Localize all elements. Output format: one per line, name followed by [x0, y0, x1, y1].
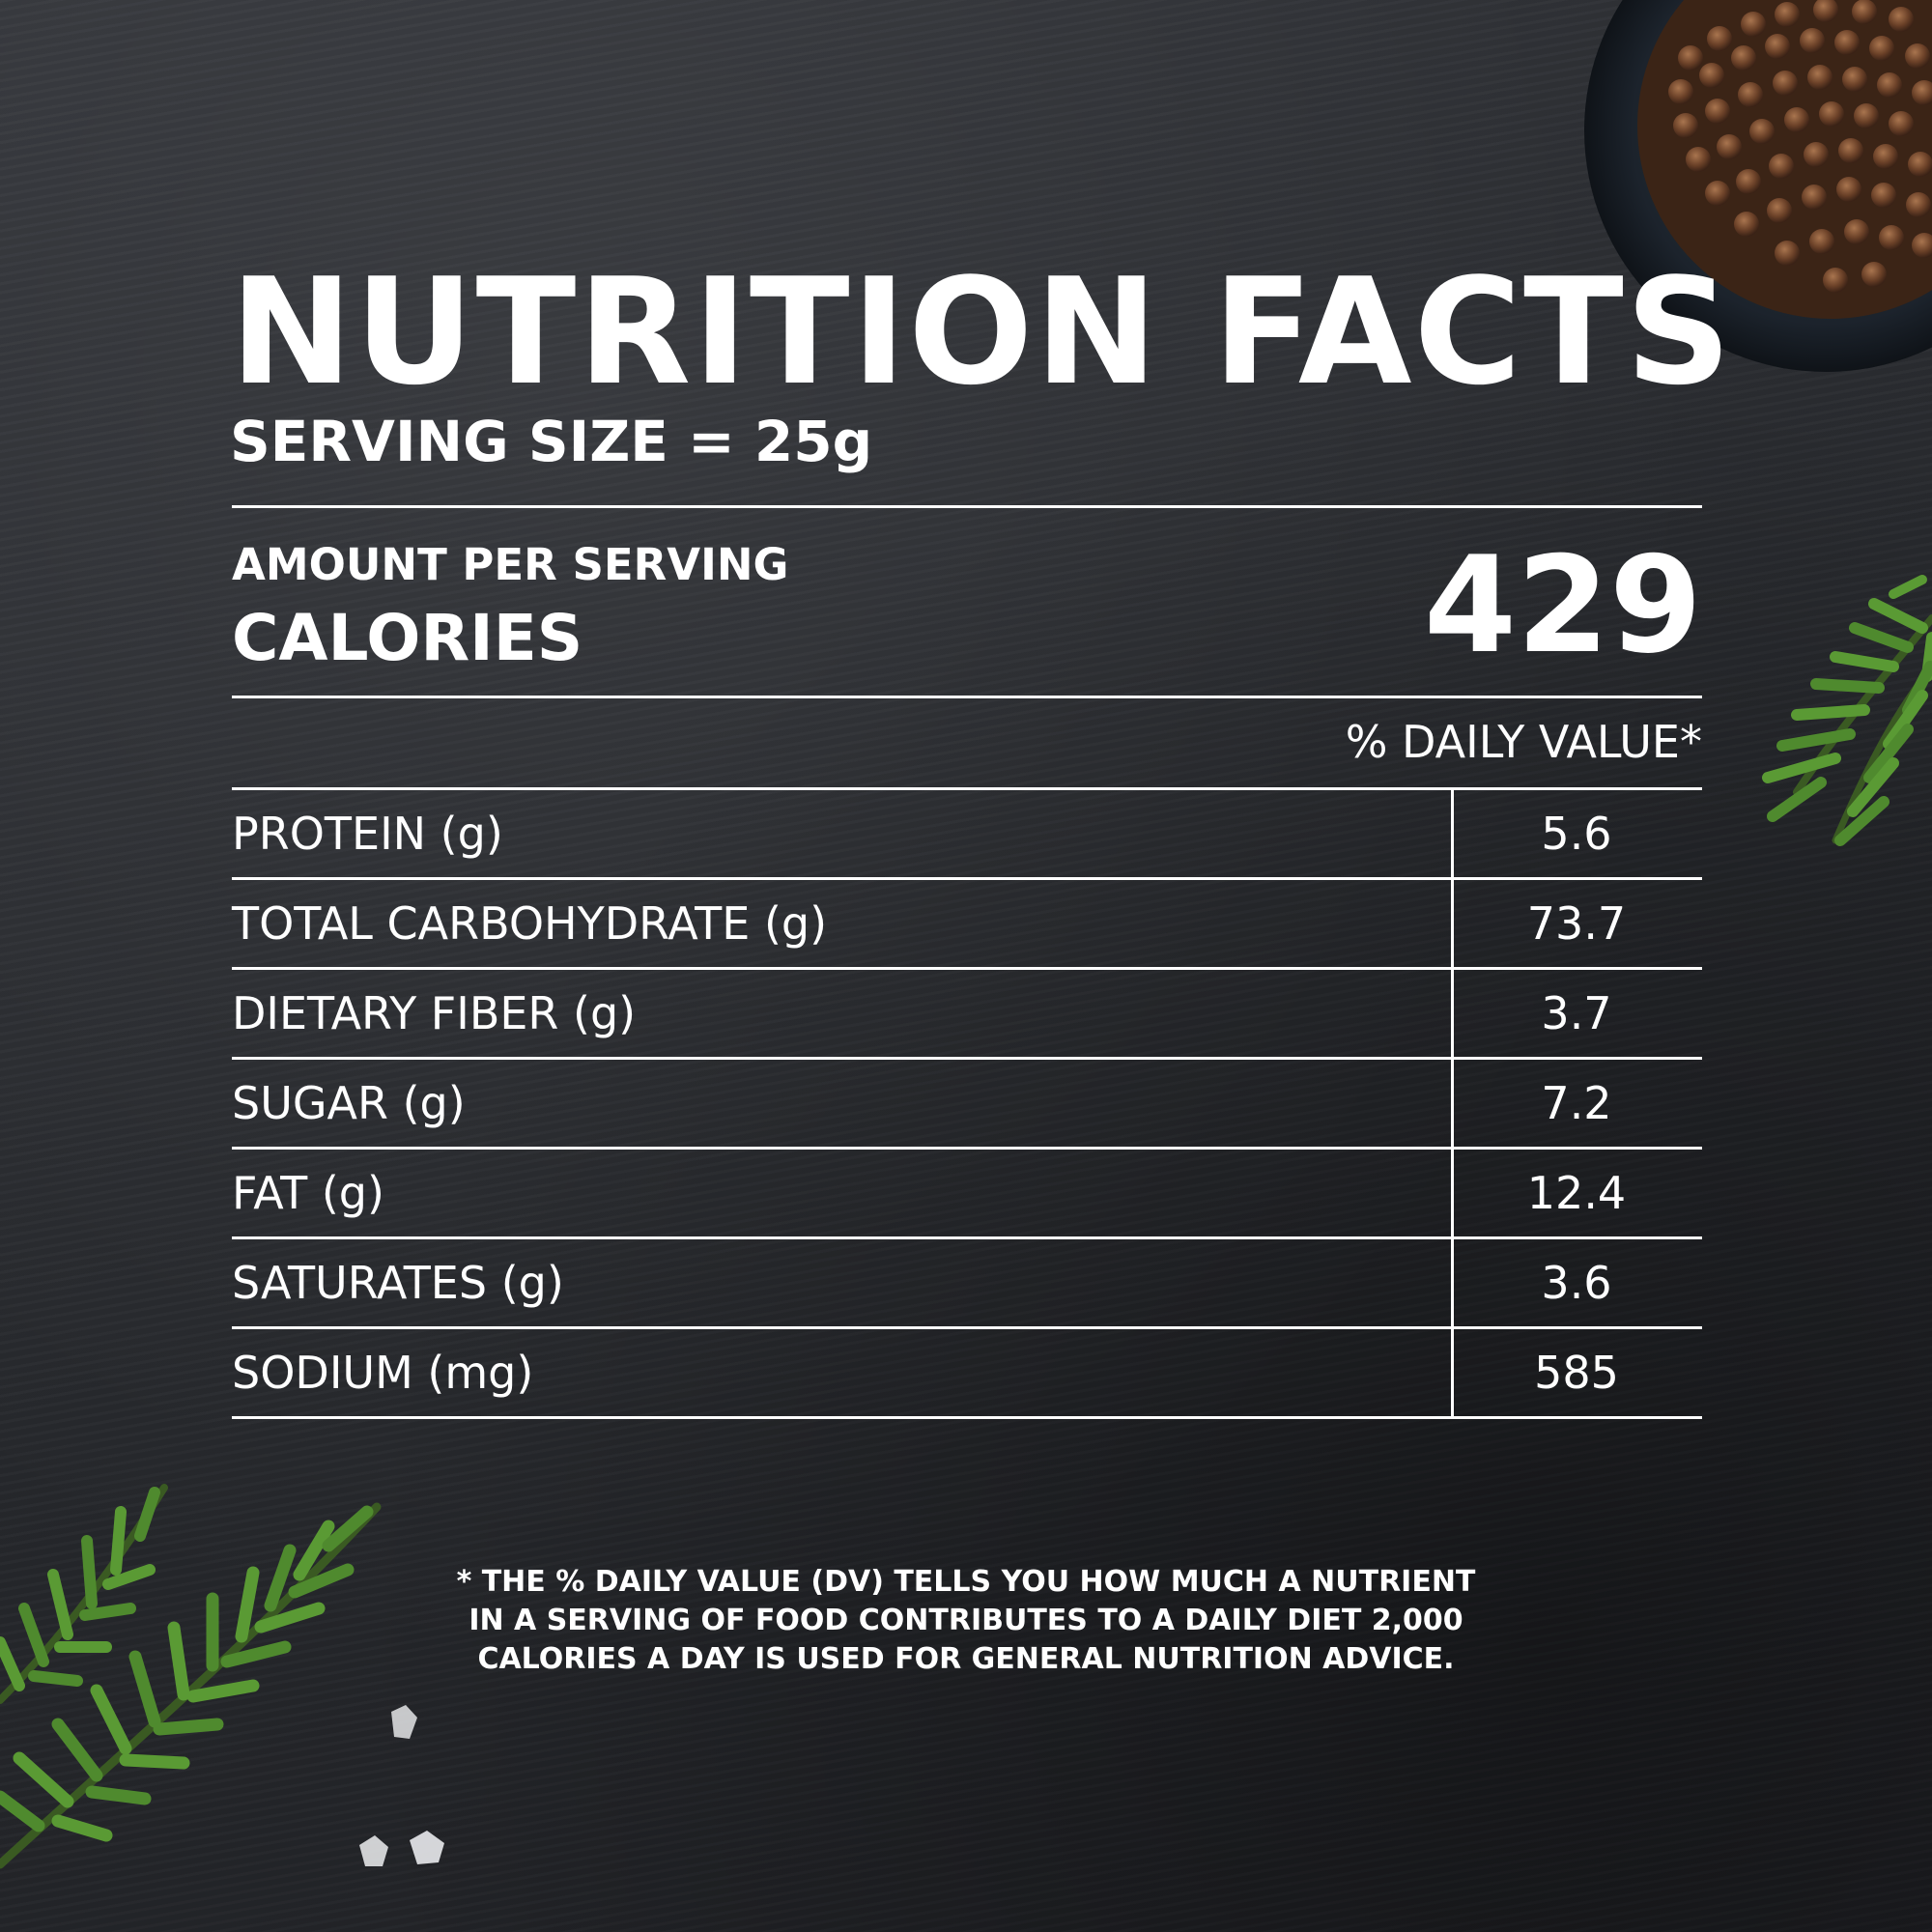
nutrient-value: 73.7	[1526, 897, 1627, 950]
table-row: SODIUM (mg) 585	[232, 1326, 1702, 1419]
divider-calories	[232, 696, 1702, 698]
nutrient-value: 585	[1534, 1347, 1619, 1399]
divider-top	[232, 505, 1702, 508]
table-row: TOTAL CARBOHYDRATE (g) 73.7	[232, 877, 1702, 967]
nutrient-name: TOTAL CARBOHYDRATE (g)	[232, 897, 828, 950]
footnote: * THE % DAILY VALUE (DV) TELLS YOU HOW M…	[386, 1563, 1546, 1679]
daily-value-header: % DAILY VALUE*	[1345, 716, 1702, 768]
nutrient-value: 7.2	[1541, 1077, 1612, 1129]
table-row: FAT (g) 12.4	[232, 1147, 1702, 1236]
nutrient-value: 3.7	[1541, 987, 1612, 1039]
table-row: DIETARY FIBER (g) 3.7	[232, 967, 1702, 1057]
footnote-line: CALORIES A DAY IS USED FOR GENERAL NUTRI…	[477, 1642, 1455, 1676]
column-divider	[1451, 787, 1454, 1416]
table-row: PROTEIN (g) 5.6	[232, 787, 1702, 877]
nutrient-table: PROTEIN (g) 5.6 TOTAL CARBOHYDRATE (g) 7…	[232, 787, 1702, 1419]
amount-per-serving-label: AMOUNT PER SERVING	[232, 539, 789, 590]
table-row: SUGAR (g) 7.2	[232, 1057, 1702, 1147]
nutrient-value: 3.6	[1541, 1257, 1612, 1309]
nutrient-name: FAT (g)	[232, 1167, 384, 1219]
nutrient-name: SATURATES (g)	[232, 1257, 564, 1309]
peppercorns	[1668, 0, 1932, 293]
calories-value: 429	[1423, 527, 1702, 683]
rosemary-right-icon	[1762, 575, 1932, 846]
rosemary-left-icon	[0, 1484, 382, 1869]
page-title: NUTRITION FACTS	[230, 246, 1734, 417]
peppercorn-bowl-icon	[1584, 0, 1932, 372]
serving-size: SERVING SIZE = 25g	[230, 409, 873, 474]
nutrient-name: DIETARY FIBER (g)	[232, 987, 637, 1039]
footnote-line: IN A SERVING OF FOOD CONTRIBUTES TO A DA…	[469, 1604, 1463, 1637]
nutrient-value: 12.4	[1526, 1167, 1627, 1219]
calories-label: CALORIES	[232, 601, 583, 675]
table-row: SATURATES (g) 3.6	[232, 1236, 1702, 1326]
nutrient-name: SUGAR (g)	[232, 1077, 466, 1129]
nutrient-value: 5.6	[1541, 808, 1612, 860]
footnote-line: * THE % DAILY VALUE (DV) TELLS YOU HOW M…	[456, 1565, 1476, 1599]
nutrient-name: SODIUM (mg)	[232, 1347, 534, 1399]
nutrient-name: PROTEIN (g)	[232, 808, 503, 860]
salt-crystals-icon	[359, 1705, 444, 1866]
